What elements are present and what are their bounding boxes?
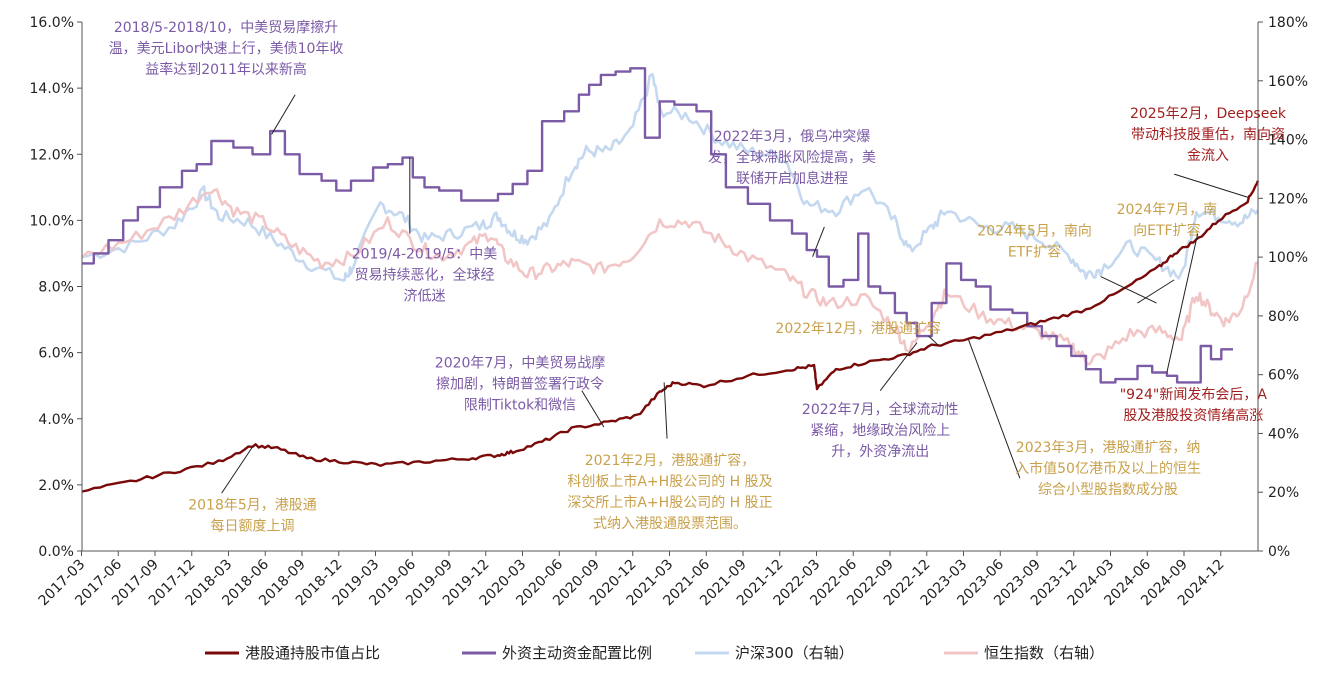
annotation-leader [663,382,668,439]
annotation-text: 擦加剧，特朗普签署行政令 [436,376,604,393]
right-tick-label: 140% [1268,133,1308,149]
legend: 港股通持股市值占比 外资主动资金配置比例 沪深300（右轴） 恒生指数（右轴） [205,644,1104,662]
annotation-text: 2023年3月，港股通扩容，纳 [1016,439,1201,456]
left-tick-label: 0.0% [38,544,74,560]
legend-item-3: 恒生指数（右轴） [944,644,1104,662]
annotation-text: 科创板上市A+H股公司的 H 股及 [567,473,772,490]
annotation-text: 发，全球滞胀风险提高，美 [708,149,876,166]
legend-label: 恒生指数（右轴） [984,644,1104,662]
annotation-0: 2018/5-2018/10，中美贸易摩擦升温，美元Libor快速上行，美债10… [109,19,344,135]
legend-label: 港股通持股市值占比 [245,644,380,662]
annotation-text: 2025年2月，Deepseek [1130,106,1287,122]
annotation-text: 2018/5-2018/10，中美贸易摩擦升 [114,19,338,36]
annotation-text: 济低迷 [404,288,446,304]
left-tick-label: 4.0% [38,412,74,428]
annotation-leader [581,390,605,428]
annotation-leader [1100,276,1157,304]
annotation-8: 2024年5月，南向 ETF扩容 [977,223,1175,304]
annotation-leader [879,342,918,391]
annotation-leader [221,446,253,494]
series-line-2 [81,72,1260,282]
legend-item-0: 港股通持股市值占比 [205,644,380,662]
annotation-leader [928,335,940,347]
annotation-text: 每日额度上调 [211,519,295,535]
annotation-4: 2021年2月，港股通扩容， 科创板上市A+H股公司的 H 股及深交所上市A+H股… [567,382,773,532]
left-axis: 0.0% 2.0% 4.0% 6.0% 8.0% 10.0% 12.0% 14.0% 16.0% [30,15,83,560]
annotation-7: 2022年12月，港股通扩容 [775,320,941,347]
annotation-text: 深交所上市A+H股公司的 H 股正 [567,494,772,511]
x-axis: 2017-032017-062017-092017-122018-032018-… [36,550,1258,609]
annotation-12: "924"新闻发布会后，A 股及港股投资情绪高涨 [1120,233,1268,424]
annotation-leader [271,94,296,135]
right-tick-label: 0% [1268,544,1290,560]
series-line-3 [81,188,1259,366]
annotation-text: 2022年3月，俄乌冲突爆 [714,129,871,145]
annotation-text: 2022年12月，港股通扩容 [775,320,940,337]
annotation-text: 带动科技股重估，南向资 [1131,127,1285,143]
annotation-leader [1166,233,1199,373]
annotation-leader [967,339,1021,479]
annotation-text: 贸易持续恶化，全球经 [355,266,495,283]
annotation-text: 2020年7月，中美贸易战摩 [435,355,606,372]
legend-label: 沪深300（右轴） [735,644,854,662]
left-tick-label: 14.0% [30,81,74,97]
annotation-text: 综合小型股指数成分股 [1038,482,1178,498]
annotation-text: 向ETF扩容 [1133,222,1200,239]
right-tick-label: 180% [1268,15,1308,31]
right-tick-label: 80% [1268,309,1299,325]
annotation-text: 2022年7月，全球流动性 [802,401,959,418]
left-tick-label: 8.0% [38,280,74,296]
annotation-text: 紧缩，地缘政治风险上 [810,423,950,439]
annotation-leader [1174,173,1248,198]
annotation-text: 联储开启加息进程 [736,170,848,187]
annotation-leader [1137,279,1175,304]
annotation-text: 股及港股投资情绪高涨 [1123,407,1263,424]
plot-lines [81,67,1260,493]
legend-label: 外资主动资金配置比例 [502,644,652,662]
series-line-1 [82,67,1233,384]
right-tick-label: 60% [1268,368,1299,384]
left-tick-label: 6.0% [38,346,74,362]
annotation-text: 2019/4-2019/5：中美 [352,246,498,262]
right-tick-label: 120% [1268,191,1308,207]
left-tick-label: 12.0% [30,147,74,163]
right-tick-label: 160% [1268,74,1308,90]
annotation-text: 2024年5月，南向 [977,223,1092,239]
right-tick-label: 100% [1268,250,1308,266]
annotation-text: 益率达到2011年以来新高 [145,61,307,78]
annotation-text: "924"新闻发布会后，A [1120,387,1268,403]
series-line-0 [81,180,1260,493]
right-axis: 0% 20% 40% 60% 80% 100% 120% 140% 160% 180% [1257,15,1308,560]
annotation-text: 2021年2月，港股通扩容， [585,452,756,469]
left-tick-label: 10.0% [30,213,74,229]
annotation-text: 2024年7月，南 [1117,202,1218,218]
annotations: 2018/5-2018/10，中美贸易摩擦升温，美元Libor快速上行，美债10… [109,19,1287,535]
annotation-text: 2018年5月，港股通 [188,498,317,514]
annotation-text: 限制Tiktok和微信 [464,398,576,414]
annotation-text: 金流入 [1187,148,1229,164]
right-tick-label: 40% [1268,426,1299,442]
annotation-text: 入市值50亿港币及以上的恒生 [1015,460,1201,477]
annotation-text: 温，美元Libor快速上行，美债10年收 [109,41,344,57]
annotation-text: 式纳入港股通股票范围。 [593,515,747,532]
right-tick-label: 20% [1268,485,1299,501]
legend-item-1: 外资主动资金配置比例 [462,644,652,662]
annotation-text: 升，外资净流出 [831,444,929,460]
annotation-text: ETF扩容 [1008,243,1061,260]
left-tick-label: 2.0% [38,478,74,494]
legend-item-2: 沪深300（右轴） [695,644,854,662]
left-tick-label: 16.0% [30,15,74,31]
annotation-leader [812,226,825,257]
